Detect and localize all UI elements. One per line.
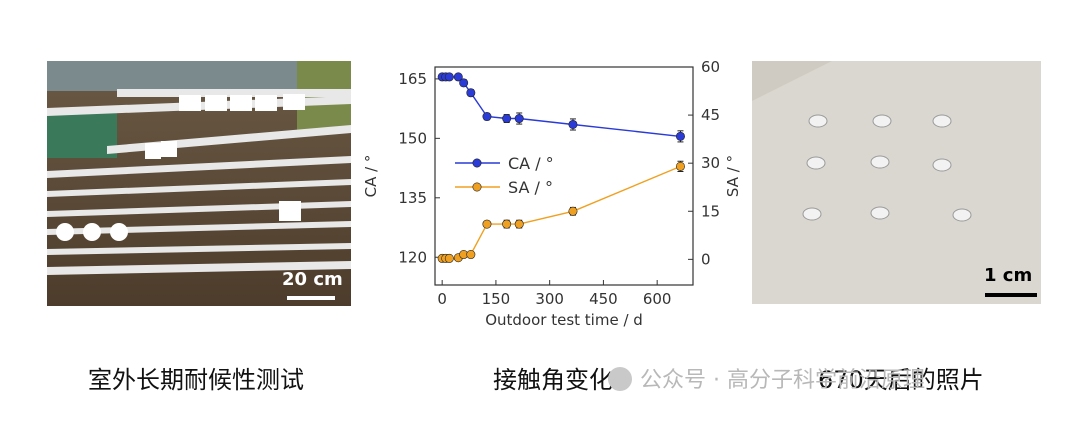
data-point — [466, 250, 476, 260]
data-point — [675, 161, 685, 171]
data-point — [514, 219, 524, 229]
legend-marker — [472, 158, 482, 168]
y-tick-label: 120 — [398, 248, 427, 266]
y-tick-label: 150 — [398, 129, 427, 147]
data-point — [482, 112, 492, 122]
x-tick-label: 450 — [589, 290, 618, 308]
series-line-1 — [442, 165, 681, 260]
legend-label: CA / ° — [508, 154, 554, 173]
y2-tick-label: 30 — [701, 154, 720, 172]
scale-bar-label-left: 20 cm — [282, 269, 343, 290]
data-point — [514, 114, 524, 124]
droplets-illustration — [752, 61, 1041, 304]
data-point — [453, 72, 463, 82]
y-tick-label: 135 — [398, 189, 427, 207]
data-point — [675, 131, 685, 141]
series-line-0 — [442, 76, 681, 138]
data-point — [568, 206, 578, 216]
data-point — [459, 78, 469, 88]
data-point — [502, 114, 512, 124]
watermark-text: 公众号 · 高分子科学前沿原理 — [640, 368, 925, 393]
contact-angle-chart: 0 150 300 450 600 120 135 150 165 0 15 30 45 60 Outdoo… — [360, 50, 750, 340]
y2-tick-label: 0 — [701, 250, 711, 268]
outdoor-test-illustration — [47, 61, 351, 306]
wechat-icon — [608, 367, 632, 391]
droplets-photo: 1 cm — [752, 61, 1041, 304]
y2-tick-label: 15 — [701, 202, 720, 220]
legend-marker — [472, 182, 482, 192]
x-tick-label: 0 — [437, 290, 447, 308]
y-axis-label: CA / ° — [362, 155, 380, 198]
caption-outdoor-test: 室外长期耐候性测试 — [88, 366, 304, 394]
data-point — [568, 119, 578, 129]
y2-tick-label: 45 — [701, 106, 720, 124]
data-point — [444, 253, 454, 263]
data-point — [444, 72, 454, 82]
plot-frame — [434, 66, 694, 286]
caption-contact-angle: 接触角变化 — [493, 366, 613, 394]
data-point — [502, 219, 512, 229]
data-point — [466, 88, 476, 98]
data-point — [482, 219, 492, 229]
legend-label: SA / ° — [508, 178, 553, 197]
caption-photo-670-days: 670天后的照片 — [818, 366, 984, 394]
x-tick-label: 600 — [643, 290, 672, 308]
y-tick-label: 165 — [398, 70, 427, 88]
x-axis-label: Outdoor test time / d — [485, 311, 643, 329]
watermark: 公众号 · 高分子科学前沿原理 — [608, 362, 925, 394]
x-tick-label: 300 — [535, 290, 564, 308]
contact-angle-chart-svg: 0 150 300 450 600 120 135 150 165 0 15 30 45 60 Outdoo… — [362, 58, 742, 329]
scale-bar-label-right: 1 cm — [984, 265, 1033, 286]
outdoor-test-photo: 20 cm — [47, 61, 351, 306]
y2-tick-label: 60 — [701, 58, 720, 76]
y2-axis-label: SA / ° — [724, 155, 742, 197]
x-tick-label: 150 — [482, 290, 511, 308]
